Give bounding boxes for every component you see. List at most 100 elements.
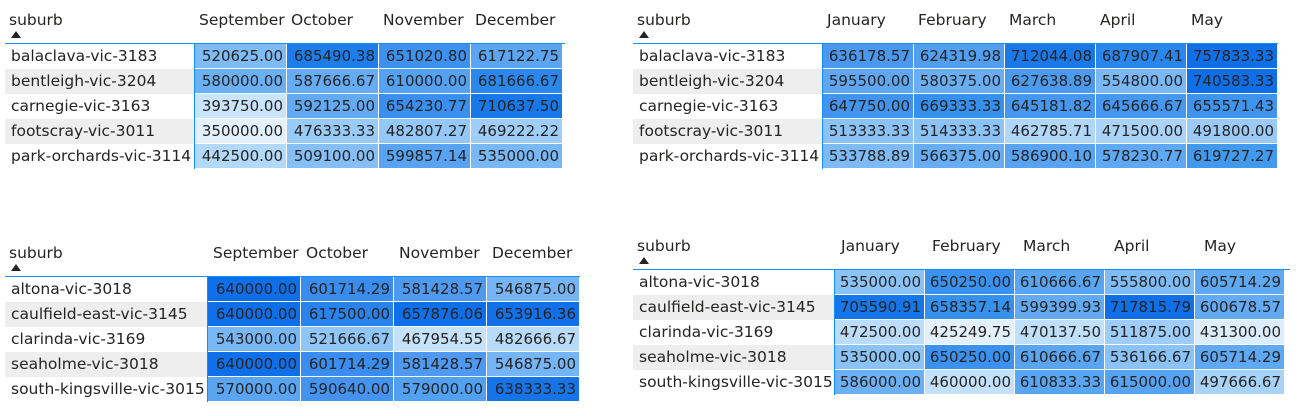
table-row[interactable]: caulfield-east-vic-3145 640000.00 617500.0…: [5, 302, 580, 327]
column-header-month[interactable]: October: [291, 11, 354, 29]
value-cell[interactable]: 581428.57: [394, 352, 487, 377]
column-header-month[interactable]: September: [213, 244, 299, 262]
value-cell[interactable]: 442500.00: [195, 144, 287, 169]
table-row[interactable]: south-kingsville-vic-3015 570000.00 590640…: [5, 377, 580, 402]
column-header-month[interactable]: January: [827, 11, 886, 29]
value-cell[interactable]: 705590.91: [835, 295, 925, 320]
value-cell[interactable]: 640000.00: [208, 302, 301, 327]
value-cell[interactable]: 579000.00: [394, 377, 487, 402]
value-cell[interactable]: 654230.77: [379, 94, 471, 119]
value-cell[interactable]: 681666.67: [471, 69, 563, 94]
value-cell[interactable]: 650250.00: [925, 345, 1015, 370]
column-header-month[interactable]: February: [932, 237, 1001, 255]
value-cell[interactable]: 546875.00: [487, 352, 580, 377]
table-row[interactable]: balaclava-vic-3183 636178.57 624319.98 7120…: [633, 44, 1278, 69]
value-cell[interactable]: 640000.00: [208, 277, 301, 302]
value-cell[interactable]: 624319.98: [914, 44, 1005, 69]
value-cell[interactable]: 533788.89: [823, 144, 914, 169]
value-cell[interactable]: 491800.00: [1187, 119, 1278, 144]
value-cell[interactable]: 610000.00: [379, 69, 471, 94]
column-header-month[interactable]: February: [918, 11, 987, 29]
value-cell[interactable]: 647750.00: [823, 94, 914, 119]
column-header-suburb[interactable]: suburb: [633, 8, 823, 29]
value-cell[interactable]: 615000.00: [1105, 370, 1195, 395]
value-cell[interactable]: 610666.67: [1015, 345, 1105, 370]
value-cell[interactable]: 497666.67: [1195, 370, 1285, 395]
sort-ascending-icon[interactable]: [11, 31, 21, 38]
value-cell[interactable]: 521666.67: [301, 327, 394, 352]
value-cell[interactable]: 595500.00: [823, 69, 914, 94]
table-row[interactable]: footscray-vic-3011 513333.33 514333.33 4627…: [633, 119, 1278, 144]
value-cell[interactable]: 570000.00: [208, 377, 301, 402]
value-cell[interactable]: 617500.00: [301, 302, 394, 327]
value-cell[interactable]: 610833.33: [1015, 370, 1105, 395]
value-cell[interactable]: 514333.33: [914, 119, 1005, 144]
value-cell[interactable]: 476333.33: [287, 119, 379, 144]
value-cell[interactable]: 513333.33: [823, 119, 914, 144]
value-cell[interactable]: 520625.00: [195, 44, 287, 69]
value-cell[interactable]: 710637.50: [471, 94, 563, 119]
value-cell[interactable]: 645666.67: [1096, 94, 1187, 119]
value-cell[interactable]: 467954.55: [394, 327, 487, 352]
table-row[interactable]: balaclava-vic-3183 520625.00 685490.38 6510…: [5, 44, 565, 69]
column-header-month[interactable]: January: [841, 237, 900, 255]
value-cell[interactable]: 462785.71: [1005, 119, 1096, 144]
table-row[interactable]: bentleigh-vic-3204 595500.00 580375.00 6276…: [633, 69, 1278, 94]
column-header-month[interactable]: March: [1023, 237, 1071, 255]
value-cell[interactable]: 554800.00: [1096, 69, 1187, 94]
value-cell[interactable]: 425249.75: [925, 320, 1015, 345]
value-cell[interactable]: 653916.36: [487, 302, 580, 327]
column-header-month[interactable]: November: [383, 11, 464, 29]
column-header-month[interactable]: May: [1191, 11, 1224, 29]
column-header-month[interactable]: December: [475, 11, 556, 29]
value-cell[interactable]: 655571.43: [1187, 94, 1278, 119]
column-header-month[interactable]: April: [1100, 11, 1136, 29]
table-row[interactable]: carnegie-vic-3163 647750.00 669333.33 64518…: [633, 94, 1278, 119]
value-cell[interactable]: 393750.00: [195, 94, 287, 119]
column-header-suburb[interactable]: suburb: [633, 234, 837, 255]
value-cell[interactable]: 757833.33: [1187, 44, 1278, 69]
value-cell[interactable]: 617122.75: [471, 44, 563, 69]
value-cell[interactable]: 627638.89: [1005, 69, 1096, 94]
table-row[interactable]: seaholme-vic-3018 640000.00 601714.29 58142…: [5, 352, 580, 377]
value-cell[interactable]: 472500.00: [835, 320, 925, 345]
value-cell[interactable]: 555800.00: [1105, 270, 1195, 295]
table-row[interactable]: footscray-vic-3011 350000.00 476333.33 4828…: [5, 119, 565, 144]
value-cell[interactable]: 717815.79: [1105, 295, 1195, 320]
value-cell[interactable]: 431300.00: [1195, 320, 1285, 345]
value-cell[interactable]: 619727.27: [1187, 144, 1278, 169]
value-cell[interactable]: 350000.00: [195, 119, 287, 144]
value-cell[interactable]: 599857.14: [379, 144, 471, 169]
table-row[interactable]: bentleigh-vic-3204 580000.00 587666.67 6100…: [5, 69, 565, 94]
value-cell[interactable]: 712044.08: [1005, 44, 1096, 69]
table-row[interactable]: caulfield-east-vic-3145 705590.91 658357.1…: [633, 295, 1290, 320]
value-cell[interactable]: 546875.00: [487, 277, 580, 302]
value-cell[interactable]: 740583.33: [1187, 69, 1278, 94]
table-row[interactable]: carnegie-vic-3163 393750.00 592125.00 65423…: [5, 94, 565, 119]
sort-ascending-icon[interactable]: [11, 264, 21, 271]
value-cell[interactable]: 460000.00: [925, 370, 1015, 395]
value-cell[interactable]: 482666.67: [487, 327, 580, 352]
value-cell[interactable]: 601714.29: [301, 352, 394, 377]
value-cell[interactable]: 645181.82: [1005, 94, 1096, 119]
column-header-month[interactable]: December: [492, 244, 573, 262]
value-cell[interactable]: 592125.00: [287, 94, 379, 119]
column-header-month[interactable]: March: [1009, 11, 1057, 29]
value-cell[interactable]: 509100.00: [287, 144, 379, 169]
column-header-suburb[interactable]: suburb: [5, 241, 209, 262]
value-cell[interactable]: 586000.00: [835, 370, 925, 395]
table-row[interactable]: altona-vic-3018 640000.00 601714.29 581428.…: [5, 277, 580, 302]
value-cell[interactable]: 638333.33: [487, 377, 580, 402]
table-row[interactable]: clarinda-vic-3169 543000.00 521666.67 46795…: [5, 327, 580, 352]
value-cell[interactable]: 636178.57: [823, 44, 914, 69]
value-cell[interactable]: 600678.57: [1195, 295, 1285, 320]
value-cell[interactable]: 605714.29: [1195, 270, 1285, 295]
value-cell[interactable]: 601714.29: [301, 277, 394, 302]
value-cell[interactable]: 605714.29: [1195, 345, 1285, 370]
value-cell[interactable]: 581428.57: [394, 277, 487, 302]
column-header-month[interactable]: May: [1204, 237, 1237, 255]
column-header-month[interactable]: November: [399, 244, 480, 262]
value-cell[interactable]: 640000.00: [208, 352, 301, 377]
value-cell[interactable]: 535000.00: [471, 144, 563, 169]
column-header-month[interactable]: September: [199, 11, 285, 29]
